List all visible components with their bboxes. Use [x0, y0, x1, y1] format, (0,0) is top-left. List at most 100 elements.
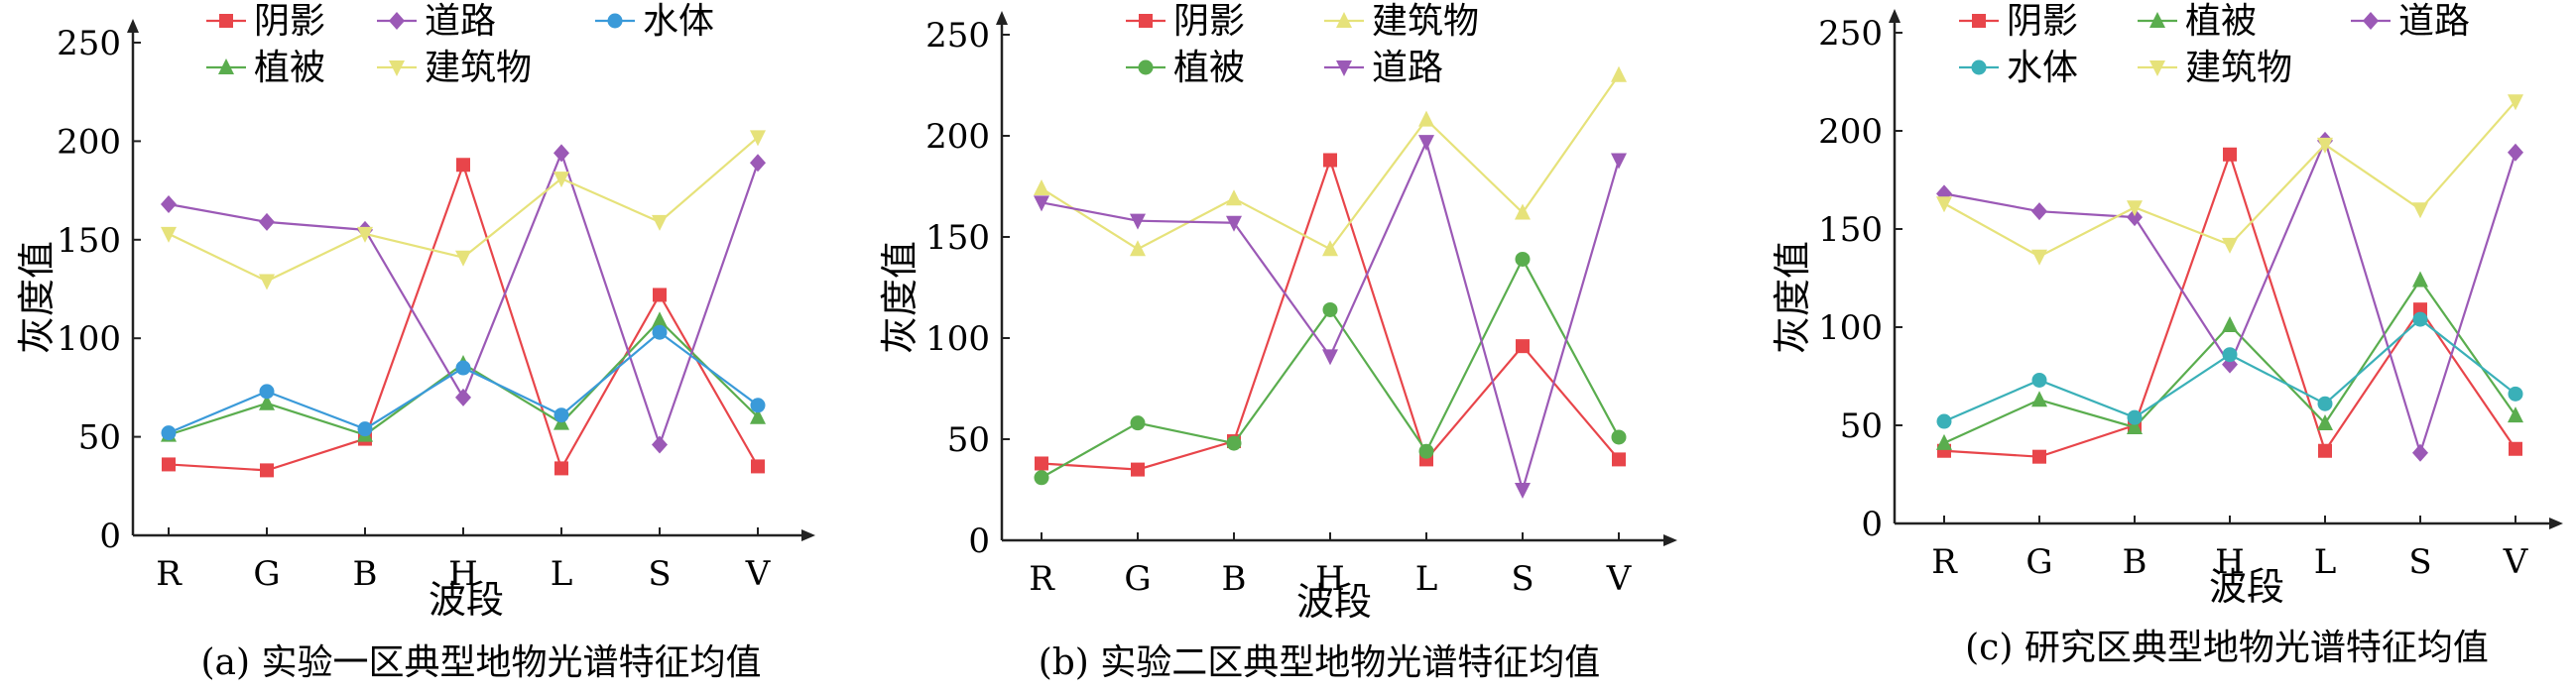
y-tick-label: 0: [968, 521, 990, 561]
data-point: [2127, 409, 2143, 425]
data-point: [2317, 396, 2333, 411]
data-point: [260, 463, 274, 478]
data-point: [1611, 429, 1627, 445]
data-point: [1130, 240, 1146, 257]
legend-marker: [1138, 59, 1154, 75]
y-tick-label: 250: [57, 24, 121, 63]
data-point: [456, 158, 470, 173]
legend-marker: [2149, 60, 2165, 76]
legend-label: 水体: [643, 1, 714, 42]
legend-marker: [1336, 60, 1352, 76]
data-point: [1936, 196, 1952, 213]
data-point: [750, 130, 766, 147]
data-point: [2412, 202, 2428, 219]
data-point: [1515, 251, 1531, 267]
x-tick-label: V: [745, 554, 772, 594]
legend-item: 植被: [1126, 48, 1245, 88]
data-point: [162, 457, 176, 472]
legend-item: 阴影: [206, 1, 325, 42]
data-point: [2222, 347, 2238, 363]
y-tick-label: 150: [1818, 210, 1883, 250]
legend-marker: [1336, 12, 1352, 28]
legend-item: 道路: [2351, 1, 2470, 42]
series-植被: [1936, 271, 2523, 450]
y-tick-label: 250: [1818, 14, 1883, 54]
data-point: [1034, 470, 1049, 486]
data-point: [2031, 202, 2047, 221]
figure-caption: (b) 实验二区典型地物光谱特征均值: [1039, 642, 1601, 683]
x-tick-label: L: [2314, 542, 2337, 582]
legend-item: 建筑物: [2138, 48, 2292, 88]
data-point: [455, 250, 471, 267]
series-植被: [1034, 251, 1627, 486]
legend-marker: [1139, 14, 1153, 28]
x-axis-arrow: [801, 529, 815, 541]
x-tick-label: G: [253, 554, 280, 594]
y-tick-label: 200: [925, 117, 990, 157]
data-point: [1034, 195, 1049, 212]
data-point: [2223, 147, 2237, 162]
x-tick-label: G: [2025, 542, 2052, 582]
data-point: [652, 311, 668, 328]
data-point: [1226, 189, 1242, 206]
legend-marker: [219, 14, 233, 28]
legend-item: 水体: [595, 1, 714, 42]
legend-marker: [389, 12, 405, 30]
data-point: [2031, 372, 2047, 388]
legend-label: 道路: [1372, 48, 1443, 88]
data-point: [2317, 137, 2333, 154]
legend-item: 植被: [2138, 1, 2257, 42]
x-tick-label: R: [1931, 542, 1958, 582]
x-tick-label: B: [2123, 542, 2147, 582]
legend-marker: [1972, 14, 1986, 28]
data-point: [553, 144, 569, 163]
data-point: [2508, 94, 2523, 111]
x-axis-label: 波段: [1296, 580, 1372, 624]
data-point: [455, 360, 471, 376]
data-point: [2508, 143, 2523, 162]
data-point: [259, 274, 275, 290]
data-point: [2222, 316, 2238, 333]
x-tick-label: S: [2408, 542, 2431, 582]
legend-marker: [607, 13, 623, 29]
legend-item: 阴影: [1126, 1, 1245, 42]
legend-label: 建筑物: [425, 48, 532, 88]
x-tick-label: V: [2503, 542, 2529, 582]
data-point: [259, 212, 275, 231]
x-tick-label: R: [156, 554, 183, 594]
series-道路: [1034, 135, 1627, 499]
series-阴影: [162, 158, 765, 478]
y-tick-label: 250: [925, 16, 990, 56]
x-tick-label: S: [648, 554, 671, 594]
data-point: [1515, 483, 1531, 499]
x-axis-arrow: [1663, 534, 1677, 546]
legend-item: 植被: [206, 48, 325, 88]
data-point: [357, 421, 373, 437]
legend-item: 阴影: [1959, 1, 2078, 42]
x-tick-label: R: [1029, 559, 1055, 599]
legend-marker: [2149, 12, 2165, 28]
data-point: [259, 394, 275, 410]
data-point: [357, 226, 373, 243]
data-point: [259, 384, 275, 400]
x-tick-label: G: [1124, 559, 1151, 599]
y-tick-label: 0: [99, 517, 121, 556]
data-point: [751, 459, 765, 474]
y-axis-arrow: [1889, 9, 1901, 23]
data-point: [1226, 215, 1242, 232]
y-tick-label: 200: [57, 122, 121, 162]
legend-item: 建筑物: [377, 48, 532, 88]
data-point: [1322, 240, 1338, 257]
legend-item: 水体: [1959, 48, 2078, 88]
data-point: [553, 407, 569, 423]
data-point: [750, 154, 766, 173]
series-阴影: [1937, 147, 2522, 464]
y-tick-label: 50: [78, 418, 121, 458]
data-point: [2127, 417, 2143, 434]
y-axis-label: 灰度值: [1771, 241, 1814, 354]
legend-marker: [389, 60, 405, 76]
y-tick-label: 50: [1840, 406, 1883, 446]
series-line: [1041, 257, 1620, 479]
